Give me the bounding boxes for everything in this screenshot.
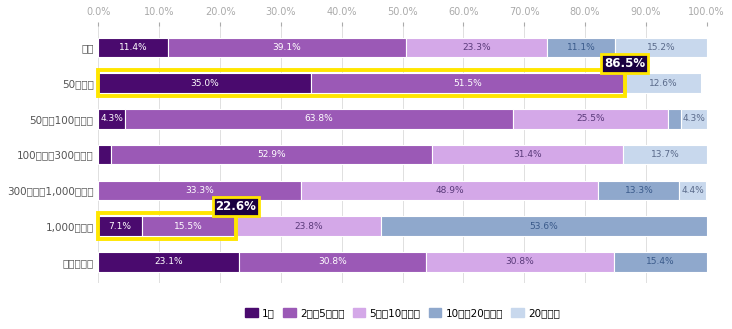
Text: 4.3%: 4.3% [682,114,705,123]
Text: 11.1%: 11.1% [567,43,596,52]
Bar [111,145,433,164]
Text: 25.5%: 25.5% [576,114,605,123]
Text: 86.5%: 86.5% [604,57,645,70]
Text: 31.4%: 31.4% [514,150,542,159]
Text: 13.7%: 13.7% [651,150,679,159]
Bar [624,145,706,164]
Bar [98,216,141,236]
Text: 12.6%: 12.6% [649,79,677,88]
Bar [599,181,679,200]
Bar [98,181,301,200]
Bar [679,181,706,200]
Bar [141,216,236,236]
Text: 30.8%: 30.8% [318,257,347,266]
Text: 22.6%: 22.6% [215,200,256,213]
Bar [615,38,707,57]
Bar [311,73,624,93]
Bar [239,252,426,272]
Text: 39.1%: 39.1% [272,43,301,52]
Bar [548,38,615,57]
Bar [98,213,236,239]
Legend: 1人, 2人〜5人未満, 5人〜10人未満, 10人〜20人未満, 20人以上: 1人, 2人〜5人未満, 5人〜10人未満, 10人〜20人未満, 20人以上 [242,304,564,322]
Text: 51.5%: 51.5% [454,79,482,88]
Bar [98,252,239,272]
Text: 23.3%: 23.3% [462,43,491,52]
Text: 13.3%: 13.3% [624,186,653,195]
Bar [98,109,124,129]
Text: 23.1%: 23.1% [154,257,183,266]
Bar [406,38,548,57]
Bar [98,73,311,93]
Text: 7.1%: 7.1% [108,222,132,231]
Text: 11.4%: 11.4% [119,43,147,52]
Bar [98,38,168,57]
Bar [668,109,681,129]
Text: 48.9%: 48.9% [436,186,464,195]
Bar [381,216,706,236]
Text: 52.9%: 52.9% [257,150,285,159]
Text: 23.8%: 23.8% [294,222,323,231]
Bar [624,73,701,93]
Bar [301,181,599,200]
Bar [512,109,668,129]
Text: 15.5%: 15.5% [174,222,203,231]
Bar [433,145,624,164]
Text: 15.4%: 15.4% [646,257,675,266]
Bar [98,70,624,96]
Bar [168,38,406,57]
Text: 63.8%: 63.8% [305,114,333,123]
Bar [426,252,613,272]
Text: 53.6%: 53.6% [529,222,558,231]
Text: 35.0%: 35.0% [190,79,220,88]
Bar [613,252,707,272]
Text: 30.8%: 30.8% [506,257,534,266]
Text: 4.4%: 4.4% [681,186,704,195]
Text: 15.2%: 15.2% [647,43,676,52]
Bar [236,216,381,236]
Text: 33.3%: 33.3% [185,186,214,195]
Bar [681,109,706,129]
Bar [98,145,111,164]
Bar [124,109,512,129]
Text: 4.3%: 4.3% [100,114,123,123]
